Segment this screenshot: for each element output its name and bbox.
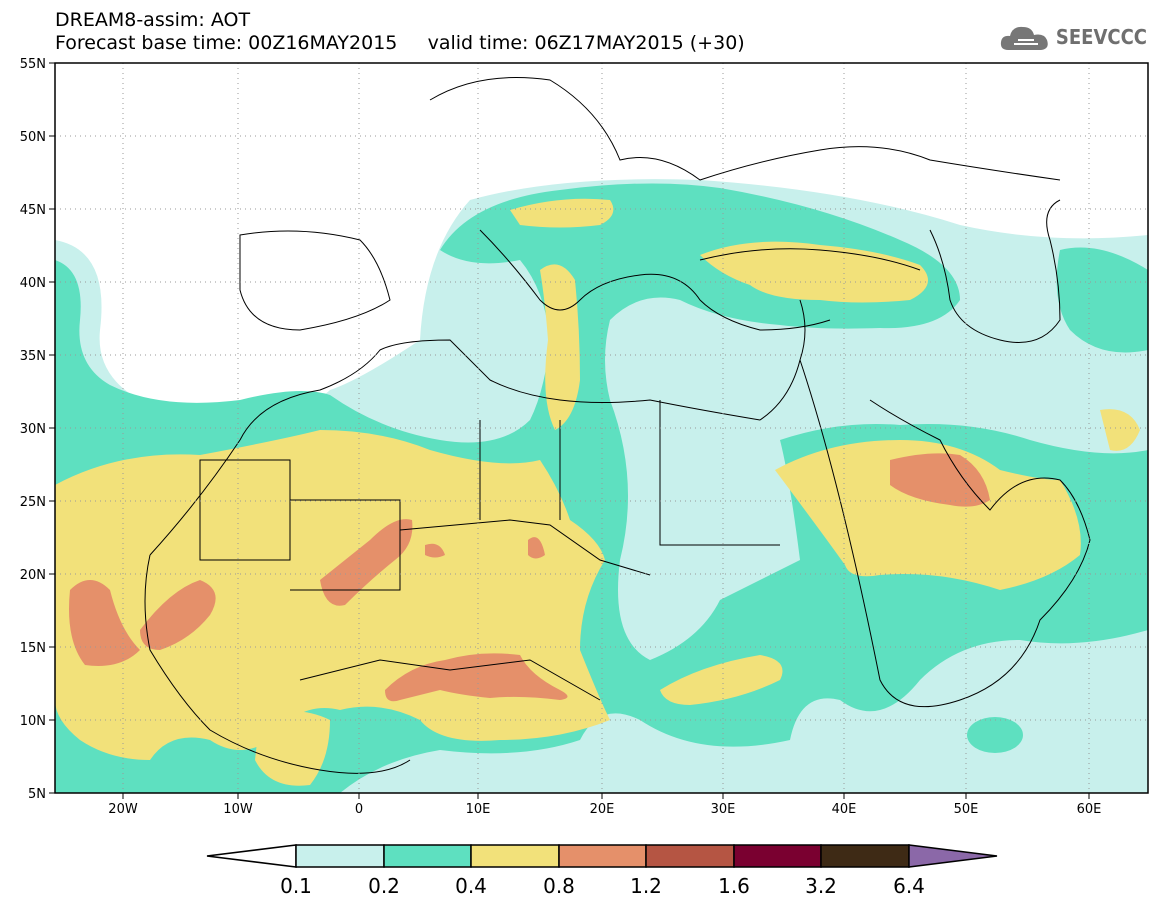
- colorbar: [206, 844, 998, 868]
- lat-label: 35N: [20, 349, 46, 364]
- lon-label: 50E: [954, 802, 979, 817]
- colorbar-label: 1.2: [630, 874, 662, 898]
- colorbar-swatch: [206, 844, 297, 868]
- logo-text: SEEVCCC: [1055, 25, 1147, 49]
- tick-marks: [49, 62, 1090, 799]
- colorbar-label: 6.4: [893, 874, 925, 898]
- lon-label: 20W: [108, 802, 138, 817]
- lon-label: 10E: [466, 802, 491, 817]
- lat-label: 10N: [20, 714, 46, 729]
- aot-band-0.8: [69, 453, 990, 702]
- colorbar-label: 3.2: [805, 874, 837, 898]
- map-subtitle-times: Forecast base time: 00Z16MAY2015 valid t…: [55, 32, 745, 54]
- lon-label: 30E: [711, 802, 736, 817]
- longitude-labels: 20W 10W 0 10E 20E 30E 40E 50E 60E: [108, 802, 1101, 817]
- colorbar-swatch: [558, 844, 647, 868]
- colorbar-label: 0.8: [543, 874, 575, 898]
- colorbar-label: 1.6: [718, 874, 750, 898]
- lon-label: 60E: [1077, 802, 1102, 817]
- colorbar-label: 0.4: [455, 874, 487, 898]
- colorbar-swatch: [470, 844, 560, 868]
- lat-label: 5N: [28, 787, 46, 802]
- lat-label: 20N: [20, 568, 46, 583]
- colorbar-swatch: [908, 844, 998, 868]
- colorbar-swatch: [383, 844, 472, 868]
- seevccc-logo: SEEVCCC: [1000, 22, 1147, 52]
- lon-label: 40E: [832, 802, 857, 817]
- lon-label: 10W: [223, 802, 253, 817]
- lon-label: 20E: [590, 802, 615, 817]
- grid-lines: [55, 63, 1148, 793]
- lat-label: 30N: [20, 422, 46, 437]
- colorbar-label: 0.2: [368, 874, 400, 898]
- cloud-icon: [1000, 26, 1048, 50]
- lat-label: 50N: [20, 130, 46, 145]
- lat-label: 45N: [20, 203, 46, 218]
- colorbar-swatch: [295, 844, 385, 868]
- lat-label: 25N: [20, 495, 46, 510]
- coastlines: [144, 77, 1091, 774]
- colorbar-swatch: [820, 844, 910, 868]
- lat-label: 55N: [20, 57, 46, 72]
- colorbar-label: 0.1: [280, 874, 312, 898]
- lon-label: 0: [355, 802, 363, 817]
- map-title: DREAM8-assim: AOT: [55, 9, 251, 31]
- lat-label: 40N: [20, 276, 46, 291]
- colorbar-swatch: [733, 844, 822, 868]
- latitude-labels: 5N 10N 15N 20N 25N 30N 35N 40N 45N 50N 5…: [20, 57, 46, 802]
- lat-label: 15N: [20, 641, 46, 656]
- colorbar-swatch: [645, 844, 735, 868]
